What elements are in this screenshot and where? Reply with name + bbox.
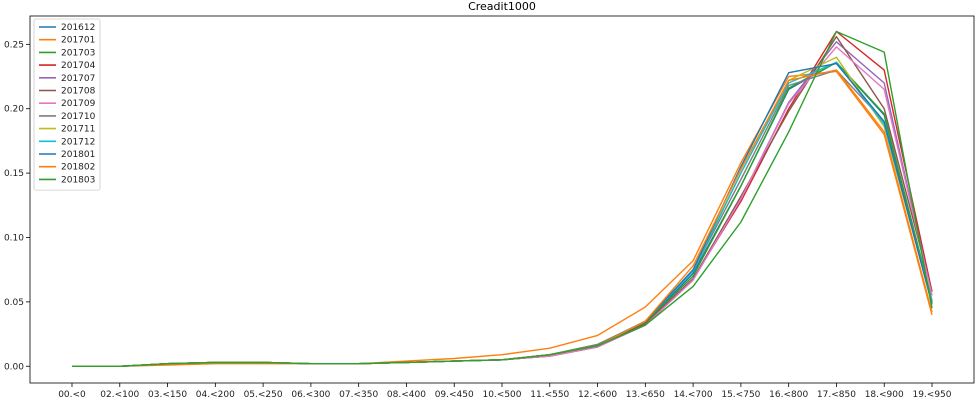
x-tick-label: 18.<900 xyxy=(865,390,904,400)
legend-label: 201612 xyxy=(61,23,95,33)
legend-label: 201711 xyxy=(61,125,95,135)
x-tick-label: 09.<450 xyxy=(435,390,474,400)
legend-label: 201801 xyxy=(61,150,95,160)
y-tick-label: 0.15 xyxy=(4,169,24,179)
series-line-201710 xyxy=(72,69,933,367)
x-tick-label: 05.<250 xyxy=(244,390,283,400)
y-tick-label: 0.20 xyxy=(4,105,24,115)
y-tick-label: 0.25 xyxy=(4,40,24,50)
legend-label: 201803 xyxy=(61,175,95,185)
legend-label: 201704 xyxy=(61,61,96,71)
y-tick-label: 0.10 xyxy=(4,233,24,243)
x-axis: 00.<0 02.<100 03.<150 04.<200 05.<250 06.<300… xyxy=(58,383,952,400)
series-line-201802 xyxy=(72,69,933,367)
legend-label: 201701 xyxy=(61,36,95,46)
legend-label: 201709 xyxy=(61,99,96,109)
series-line-201803 xyxy=(72,30,933,367)
x-tick-label: 04.<200 xyxy=(196,390,235,400)
x-tick-label: 00.<0 xyxy=(58,390,86,400)
legend-label: 201712 xyxy=(61,137,95,147)
legend-label: 201703 xyxy=(61,48,95,58)
x-tick-label: 07.<350 xyxy=(339,390,378,400)
x-tick-label: 11.<550 xyxy=(530,390,569,400)
x-tick-label: 08.<400 xyxy=(387,390,426,400)
x-tick-label: 19.<950 xyxy=(912,390,951,400)
x-tick-label: 02.<100 xyxy=(100,390,139,400)
legend-label: 201707 xyxy=(61,74,95,84)
x-tick-label: 15.<750 xyxy=(721,390,760,400)
x-tick-label: 17.<850 xyxy=(817,390,856,400)
x-tick-label: 06.<300 xyxy=(291,390,330,400)
legend: 201612 201701 201703 201704 201707 201708 2017… xyxy=(33,18,101,191)
chart-title: Creadit1000 xyxy=(468,0,536,13)
legend-label: 201708 xyxy=(61,87,96,97)
x-tick-label: 10.<500 xyxy=(482,390,521,400)
series-line-201701 xyxy=(72,70,933,367)
x-tick-label: 13.<650 xyxy=(626,390,665,400)
series-line-201712 xyxy=(72,61,933,367)
x-tick-label: 14.<700 xyxy=(674,390,713,400)
legend-label: 201802 xyxy=(61,163,95,173)
series-line-201709 xyxy=(72,46,933,367)
y-tick-label: 0.00 xyxy=(4,362,24,372)
series-line-201703 xyxy=(72,61,933,367)
legend-label: 201710 xyxy=(61,112,96,122)
series-line-201711 xyxy=(72,56,933,367)
x-tick-label: 12.<600 xyxy=(578,390,617,400)
series-line-201612 xyxy=(72,61,933,367)
x-tick-label: 16.<800 xyxy=(769,390,808,400)
series-line-201707 xyxy=(72,41,933,367)
y-tick-label: 0.05 xyxy=(4,298,24,308)
x-tick-label: 03.<150 xyxy=(148,390,187,400)
series-line-201801 xyxy=(72,62,933,367)
y-axis: 0.00 0.05 0.10 0.15 0.20 0.25 xyxy=(4,40,30,372)
plot-lines xyxy=(72,30,933,367)
legend-box xyxy=(33,18,101,191)
